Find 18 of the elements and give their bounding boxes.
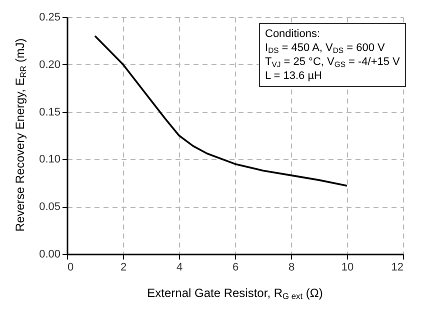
y-tick-label: 0.15 (39, 106, 60, 118)
annotation: I$_{DS}$ = 450 A, V$_{DS}$ = 600 V (265, 41, 386, 55)
annotation: T$_{VJ}$ = 25 °C, V$_{GS}$ = -4/+15 V (265, 55, 400, 69)
annotation: L = 13.6 µH (265, 69, 323, 83)
x-tick-label: 2 (120, 262, 127, 274)
x-tick-label: 4 (176, 262, 183, 274)
y-tick-label: 0.00 (39, 248, 60, 260)
annotation: Conditions: (265, 27, 322, 41)
x-axis-title: External Gate Resistor, R$_{G ext}$ (Ω) (146, 286, 324, 301)
x-tick-label: 8 (288, 262, 295, 274)
y-tick-label: 0.25 (39, 12, 60, 24)
x-tick-label: 12 (391, 262, 404, 274)
y-tick-label: 0.20 (39, 58, 60, 71)
x-tick-label: 0 (68, 262, 74, 274)
y-tick-label: 0.10 (39, 154, 60, 166)
x-tick-label: 6 (232, 262, 239, 274)
x-tick-label: 10 (341, 262, 354, 274)
y-tick-label: 0.05 (39, 201, 60, 214)
